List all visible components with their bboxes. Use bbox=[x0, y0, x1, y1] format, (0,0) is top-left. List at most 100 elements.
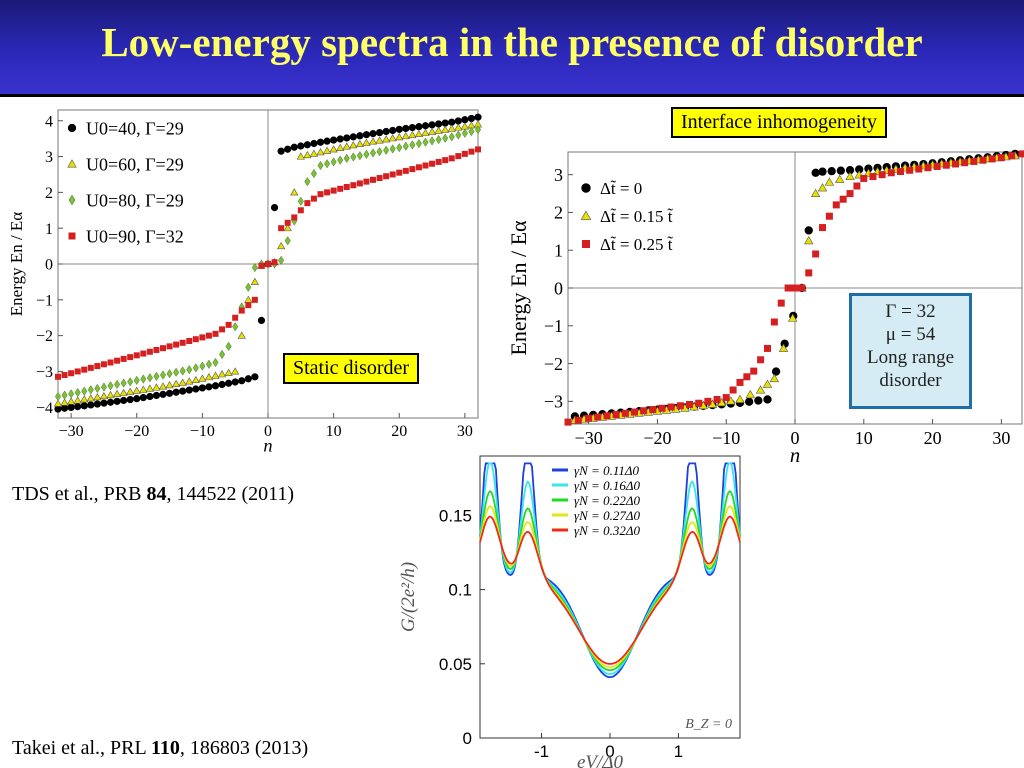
data-point bbox=[309, 149, 319, 157]
data-point bbox=[199, 361, 206, 371]
data-point bbox=[139, 393, 147, 402]
data-point bbox=[846, 190, 854, 198]
data-point bbox=[970, 157, 978, 165]
y-tick-label: 0 bbox=[463, 729, 472, 748]
y-tick-label: 3 bbox=[554, 165, 563, 185]
data-point bbox=[455, 130, 462, 140]
data-point bbox=[257, 316, 266, 325]
data-point bbox=[322, 146, 332, 154]
data-point bbox=[585, 414, 593, 422]
data-point bbox=[362, 138, 371, 146]
data-point bbox=[284, 236, 291, 246]
data-point bbox=[336, 135, 344, 143]
data-point bbox=[225, 341, 232, 352]
data-point bbox=[224, 368, 233, 376]
data-point bbox=[55, 391, 61, 402]
data-point bbox=[329, 145, 338, 153]
y-tick-label: 0.1 bbox=[448, 581, 472, 600]
data-point bbox=[454, 123, 463, 131]
x-tick-label: 10 bbox=[326, 423, 342, 440]
y-tick-label: −3 bbox=[36, 364, 53, 381]
data-point bbox=[250, 277, 259, 285]
data-point bbox=[376, 175, 383, 182]
param-disorder-1: Long range bbox=[866, 347, 955, 368]
data-point bbox=[421, 122, 430, 130]
series-2 bbox=[55, 125, 481, 402]
data-point bbox=[185, 386, 193, 394]
legend-label-1: Δt̃ = 0.15 t̃ bbox=[600, 207, 673, 226]
data-point bbox=[630, 408, 638, 416]
data-point bbox=[389, 126, 397, 135]
legend-label-3: γN = 0.27Δ0 bbox=[574, 508, 640, 523]
data-point bbox=[574, 416, 582, 424]
data-point bbox=[997, 154, 1005, 162]
data-point bbox=[356, 180, 363, 187]
data-point bbox=[356, 132, 364, 140]
data-point bbox=[812, 250, 820, 258]
data-point bbox=[231, 367, 240, 375]
data-point bbox=[127, 377, 134, 387]
data-point bbox=[245, 282, 252, 292]
data-point bbox=[356, 151, 363, 161]
data-point bbox=[166, 343, 173, 350]
x-axis-label: eV/Δ0 bbox=[577, 752, 623, 768]
data-point bbox=[845, 171, 855, 181]
data-point bbox=[402, 124, 410, 133]
data-point bbox=[350, 152, 357, 162]
data-point bbox=[454, 117, 462, 125]
callout-interface-inhomogeneity: Interface inhomogeneity bbox=[671, 107, 888, 138]
data-point bbox=[832, 201, 840, 209]
data-point bbox=[771, 367, 781, 376]
data-point bbox=[722, 394, 730, 402]
data-point bbox=[87, 364, 94, 371]
data-point bbox=[336, 143, 345, 151]
y-tick-label: −1 bbox=[36, 292, 53, 309]
data-point bbox=[933, 162, 941, 170]
data-point bbox=[68, 389, 75, 399]
data-point bbox=[754, 396, 763, 405]
data-point bbox=[310, 168, 317, 179]
data-point bbox=[860, 174, 868, 182]
data-point bbox=[245, 302, 252, 309]
data-point bbox=[218, 380, 226, 389]
param-disorder-2: disorder bbox=[879, 370, 942, 391]
legend-label-0: γN = 0.11Δ0 bbox=[574, 463, 639, 478]
data-point bbox=[290, 143, 298, 151]
data-point bbox=[212, 357, 219, 368]
data-point bbox=[818, 167, 827, 176]
data-point bbox=[401, 131, 410, 140]
param-gamma: Γ = 32 bbox=[885, 301, 936, 322]
data-point bbox=[750, 367, 758, 375]
data-point bbox=[421, 128, 430, 136]
data-point bbox=[658, 404, 666, 412]
legend-label-2: γN = 0.22Δ0 bbox=[574, 493, 640, 508]
data-point bbox=[232, 322, 239, 332]
data-point bbox=[304, 200, 311, 207]
chart-conductance: 0 0.05 0.1 0.15 -1 0 1 eV/Δ0 G/(2e²/h) B_Z = 0 γN … bbox=[398, 455, 741, 768]
data-point bbox=[324, 159, 331, 169]
legend-marker-1 bbox=[67, 159, 77, 168]
data-point bbox=[787, 313, 798, 322]
data-point bbox=[389, 171, 396, 178]
data-point bbox=[735, 394, 745, 403]
data-point bbox=[736, 378, 744, 386]
data-point bbox=[853, 182, 861, 190]
data-point bbox=[330, 157, 337, 167]
data-point bbox=[878, 171, 886, 179]
data-point bbox=[429, 136, 436, 146]
data-point bbox=[53, 399, 63, 407]
y-tick-label: 4 bbox=[45, 113, 53, 130]
data-point bbox=[166, 369, 173, 379]
data-point bbox=[395, 125, 403, 133]
legend-label-3: U0=90, Γ=32 bbox=[86, 226, 184, 246]
x-tick-label: 30 bbox=[457, 423, 473, 440]
y-tick-label: 2 bbox=[554, 203, 563, 223]
reference-2: Takei et al., PRL 110, 186803 (2013) bbox=[12, 737, 309, 759]
data-point bbox=[474, 113, 482, 121]
data-point bbox=[159, 390, 167, 398]
data-point bbox=[93, 400, 101, 408]
data-point bbox=[67, 397, 76, 405]
data-point bbox=[729, 386, 737, 394]
data-point bbox=[383, 145, 390, 155]
legend-label-2: U0=80, Γ=29 bbox=[86, 190, 184, 210]
